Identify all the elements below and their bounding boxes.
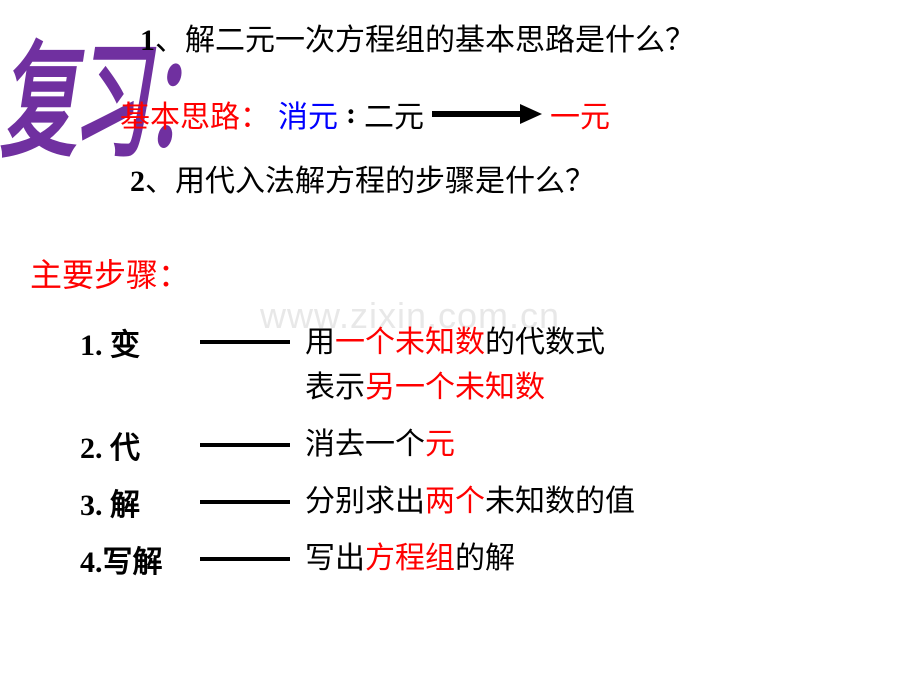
q1-number: 1 (140, 24, 155, 57)
step-name: 写解 (103, 546, 163, 579)
step-header: 2. 代 (80, 423, 200, 467)
step-desc: 写出方程组的解 (305, 536, 515, 581)
desc-part: 未知数的值 (485, 485, 635, 518)
main-steps-label: 主要步骤： (30, 250, 190, 296)
step-header: 3. 解 (80, 480, 200, 524)
step-1: 1. 变 用一个未知数的代数式表示另一个未知数 (80, 320, 635, 410)
desc-part: 元 (425, 428, 455, 461)
desc-part: 消去一个 (305, 428, 425, 461)
desc-part: 的解 (455, 542, 515, 575)
step-desc: 消去一个元 (305, 422, 455, 467)
connector-line-icon (200, 340, 290, 344)
basic-method: 消元 (278, 92, 338, 136)
step-3: 3. 解 分别求出两个未知数的值 (80, 479, 635, 524)
question-1: 1、解二元一次方程组的基本思路是什么？ (140, 20, 900, 62)
step-num: 3. (80, 489, 103, 522)
slide-content: 1、解二元一次方程组的基本思路是什么？ 基本思路： 消元: 二元 一元 2、用代… (140, 20, 900, 223)
step-name: 解 (110, 489, 140, 522)
step-name: 变 (110, 329, 140, 362)
desc-part: 一个未知数 (335, 326, 485, 359)
desc-part: 表示 (305, 371, 365, 404)
connector-line-icon (200, 443, 290, 447)
desc-part: 用 (305, 326, 335, 359)
desc-part: 的代数式 (485, 326, 605, 359)
q2-number: 2 (130, 165, 145, 198)
desc-part: 两个 (425, 485, 485, 518)
arrow-icon (432, 104, 542, 124)
step-desc: 分别求出两个未知数的值 (305, 479, 635, 524)
step-name: 代 (110, 432, 140, 465)
step-header: 1. 变 (80, 320, 200, 364)
step-num: 1. (80, 329, 103, 362)
basic-colon: : (346, 97, 356, 131)
desc-part: 分别求出 (305, 485, 425, 518)
desc-part: 写出 (305, 542, 365, 575)
step-2: 2. 代 消去一个元 (80, 422, 635, 467)
basic-idea-line: 基本思路： 消元: 二元 一元 (120, 92, 900, 136)
q1-sep: 、 (155, 24, 185, 57)
step-num: 2. (80, 432, 103, 465)
connector-line-icon (200, 557, 290, 561)
question-2: 2、用代入法解方程的步骤是什么？ (130, 161, 900, 203)
step-header: 4.写解 (80, 537, 200, 581)
desc-part: 另一个未知数 (365, 371, 545, 404)
basic-label: 基本思路： (120, 92, 270, 136)
q1-text: 解二元一次方程组的基本思路是什么？ (185, 24, 695, 57)
desc-part: 方程组 (365, 542, 455, 575)
q2-sep: 、 (145, 165, 175, 198)
step-num: 4. (80, 546, 103, 579)
connector-line-icon (200, 500, 290, 504)
step-4: 4.写解 写出方程组的解 (80, 536, 635, 581)
basic-from: 二元 (364, 92, 424, 136)
step-desc: 用一个未知数的代数式表示另一个未知数 (305, 320, 605, 410)
basic-to: 一元 (550, 92, 610, 136)
q2-text: 用代入法解方程的步骤是什么？ (175, 165, 595, 198)
steps-list: 1. 变 用一个未知数的代数式表示另一个未知数 2. 代 消去一个元 3. 解 … (80, 320, 635, 593)
